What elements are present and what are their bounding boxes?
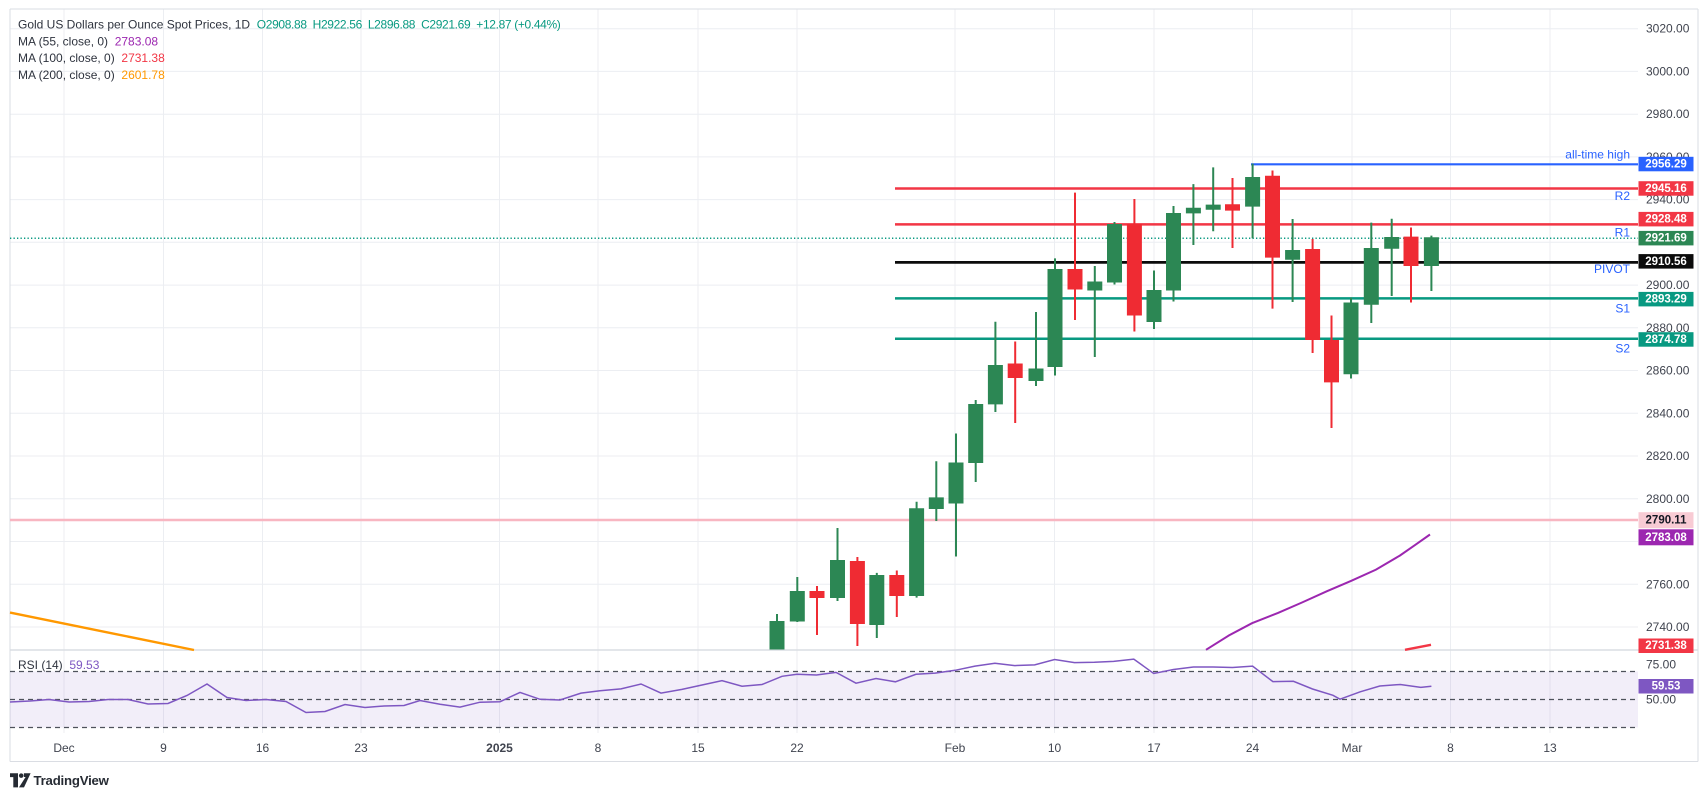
svg-text:all-time high: all-time high <box>1565 148 1630 162</box>
svg-text:2790.11: 2790.11 <box>1646 515 1688 527</box>
svg-text:3000.00: 3000.00 <box>1646 64 1690 78</box>
svg-text:15: 15 <box>691 741 705 755</box>
svg-text:8: 8 <box>595 741 602 755</box>
svg-text:2980.00: 2980.00 <box>1646 107 1690 121</box>
svg-text:R1: R1 <box>1615 226 1631 240</box>
svg-text:Gold US Dollars per Ounce Spot: Gold US Dollars per Ounce Spot Prices, 1… <box>18 18 561 32</box>
svg-text:2731.38: 2731.38 <box>1645 640 1687 652</box>
svg-text:2880.00: 2880.00 <box>1646 321 1690 335</box>
svg-text:TradingView: TradingView <box>34 773 110 788</box>
svg-text:PIVOT: PIVOT <box>1594 262 1631 276</box>
svg-text:8: 8 <box>1447 741 1454 755</box>
svg-text:3020.00: 3020.00 <box>1646 22 1690 36</box>
svg-text:2783.08: 2783.08 <box>1645 532 1687 544</box>
svg-text:75.00: 75.00 <box>1646 657 1676 671</box>
svg-text:24: 24 <box>1246 741 1260 755</box>
svg-text:MA (200, close, 0) 2601.78: MA (200, close, 0) 2601.78 <box>18 68 165 82</box>
svg-text:S1: S1 <box>1615 302 1630 316</box>
svg-text:MA (100, close, 0) 2731.38: MA (100, close, 0) 2731.38 <box>18 51 165 65</box>
svg-text:10: 10 <box>1048 741 1062 755</box>
svg-text:17: 17 <box>1147 741 1161 755</box>
svg-text:2760.00: 2760.00 <box>1646 577 1690 591</box>
svg-text:13: 13 <box>1543 741 1557 755</box>
svg-text:2860.00: 2860.00 <box>1646 364 1690 378</box>
svg-text:2945.16: 2945.16 <box>1645 183 1687 195</box>
svg-text:2840.00: 2840.00 <box>1646 406 1690 420</box>
svg-text:2800.00: 2800.00 <box>1646 492 1690 506</box>
svg-text:Mar: Mar <box>1342 741 1363 755</box>
svg-text:S2: S2 <box>1615 341 1630 355</box>
svg-text:2874.78: 2874.78 <box>1645 334 1687 346</box>
svg-text:2025: 2025 <box>486 741 513 755</box>
svg-text:2921.69: 2921.69 <box>1645 233 1687 245</box>
svg-text:59.53: 59.53 <box>1652 681 1681 693</box>
svg-text:2910.56: 2910.56 <box>1645 256 1687 268</box>
svg-text:2956.29: 2956.29 <box>1645 159 1687 171</box>
svg-text:16: 16 <box>256 741 270 755</box>
svg-text:MA (55, close, 0) 2783.08: MA (55, close, 0) 2783.08 <box>18 35 158 49</box>
svg-text:22: 22 <box>790 741 804 755</box>
svg-text:R2: R2 <box>1615 189 1631 203</box>
svg-text:Feb: Feb <box>945 741 966 755</box>
svg-text:23: 23 <box>354 741 368 755</box>
svg-text:2820.00: 2820.00 <box>1646 449 1690 463</box>
svg-text:2893.29: 2893.29 <box>1645 294 1687 306</box>
svg-text:2928.48: 2928.48 <box>1645 214 1687 226</box>
svg-text:50.00: 50.00 <box>1646 693 1676 707</box>
svg-text:9: 9 <box>160 741 167 755</box>
svg-text:Dec: Dec <box>53 741 74 755</box>
svg-text:RSI (14) 59.53: RSI (14) 59.53 <box>18 658 100 672</box>
svg-text:2740.00: 2740.00 <box>1646 620 1690 634</box>
svg-text:2940.00: 2940.00 <box>1646 193 1690 207</box>
svg-text:2900.00: 2900.00 <box>1646 278 1690 292</box>
